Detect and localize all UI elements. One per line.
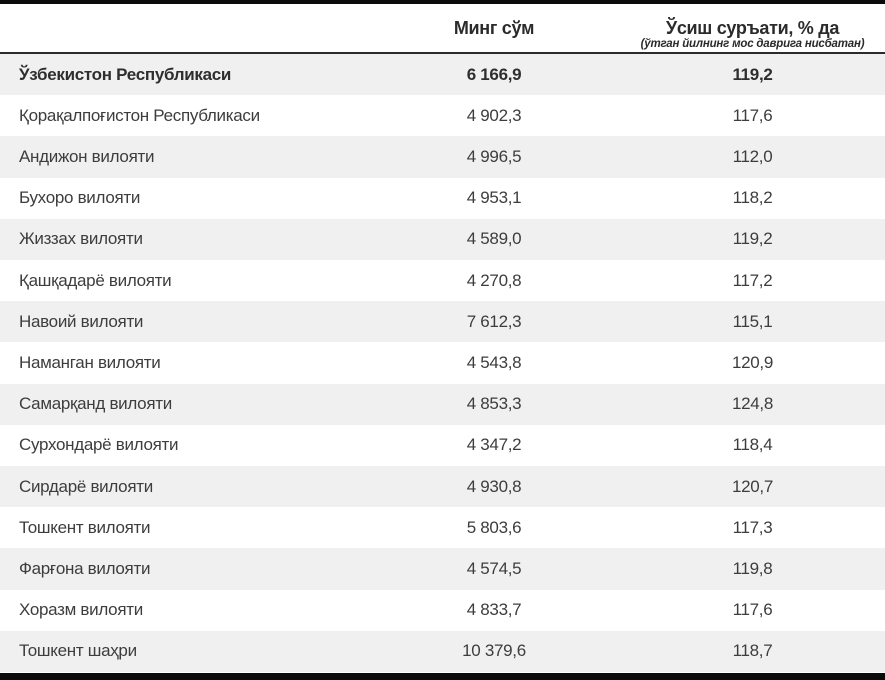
growth-value: 120,7	[731, 476, 774, 496]
table-row-total: Ўзбекистон Республикаси 6 166,9 119,2	[0, 54, 885, 96]
growth-value: 119,2	[732, 64, 773, 84]
growth-value: 117,3	[732, 517, 773, 537]
header-amount-label: Минг сўм	[453, 18, 535, 38]
table-row: Андижон вилояти 4 996,5 112,0	[0, 136, 885, 178]
region-name: Тошкент шаҳри	[19, 641, 137, 661]
table-row: Сурхондарё вилояти 4 347,2 118,4	[0, 424, 885, 467]
table-row: Самарқанд вилояти 4 853,3 124,8	[0, 383, 885, 425]
region-name: Қашқадарё вилояти	[19, 270, 172, 290]
table-header: Минг сўм Ўсиш суръати, % да (ўтган йилни…	[0, 4, 885, 52]
amount-value: 4 902,3	[466, 105, 522, 125]
region-name: Ўзбекистон Республикаси	[19, 64, 232, 84]
growth-value: 119,2	[732, 229, 773, 249]
growth-value: 118,4	[732, 435, 773, 455]
amount-value: 4 574,5	[466, 559, 522, 579]
growth-value: 119,8	[732, 559, 773, 579]
amount-value: 4 853,3	[466, 394, 522, 414]
top-frame-bar	[0, 0, 885, 4]
amount-value: 4 833,7	[466, 600, 522, 620]
table-row: Жиззах вилояти 4 589,0 119,2	[0, 218, 885, 261]
growth-value: 118,7	[732, 641, 773, 661]
growth-value: 120,9	[731, 353, 774, 373]
region-name: Сурхондарё вилояти	[19, 435, 179, 455]
growth-value: 117,6	[732, 105, 773, 125]
table-row: Хоразм вилояти 4 833,7 117,6	[0, 589, 885, 631]
amount-value: 4 930,8	[466, 476, 522, 496]
region-name: Жиззах вилояти	[19, 229, 143, 249]
growth-value: 115,1	[732, 311, 773, 331]
growth-value: 112,0	[732, 147, 773, 166]
table-row: Қашқадарё вилояти 4 270,8 117,2	[0, 260, 885, 302]
table-row: Қорақалпоғистон Республикаси 4 902,3 117…	[0, 95, 885, 137]
header-growth-column: Ўсиш суръати, % да (ўтган йилнинг мос да…	[620, 4, 885, 52]
amount-value: 6 166,9	[466, 64, 522, 84]
region-name: Бухоро вилояти	[19, 188, 141, 208]
amount-value: 10 379,6	[462, 641, 526, 661]
table-row: Наманган вилояти 4 543,8 120,9	[0, 342, 885, 384]
table-row: Навоий вилояти 7 612,3 115,1	[0, 301, 885, 343]
region-name: Хоразм вилояти	[19, 600, 143, 620]
region-name: Фарғона вилояти	[19, 559, 151, 579]
amount-value: 4 347,2	[466, 435, 522, 455]
table-row: Фарғона вилояти 4 574,5 119,8	[0, 548, 885, 590]
growth-value: 117,2	[732, 270, 773, 290]
header-amount-column: Минг сўм	[368, 4, 620, 52]
region-name: Қорақалпоғистон Республикаси	[19, 105, 260, 125]
bottom-frame-bar	[0, 673, 885, 680]
table-row: Тошкент шаҳри 10 379,6 118,7	[0, 630, 885, 673]
table-row: Бухоро вилояти 4 953,1 118,2	[0, 177, 885, 219]
header-separator	[0, 52, 885, 54]
table-row: Тошкент вилояти 5 803,6 117,3	[0, 507, 885, 549]
amount-value: 4 953,1	[466, 188, 522, 208]
amount-value: 7 612,3	[466, 311, 522, 331]
header-growth-sublabel: (ўтган йилнинг мос даврига нисбатан)	[640, 38, 865, 50]
region-name: Самарқанд вилояти	[19, 394, 172, 414]
table-row: Сирдарё вилояти 4 930,8 120,7	[0, 466, 885, 508]
amount-value: 4 270,8	[466, 270, 522, 290]
region-name: Тошкент вилояти	[19, 517, 151, 537]
table-body: Ўзбекистон Республикаси 6 166,9 119,2 Қо…	[0, 54, 885, 673]
amount-value: 4 543,8	[466, 353, 522, 373]
region-name: Наманган вилояти	[19, 353, 161, 373]
growth-value: 117,6	[732, 600, 773, 620]
amount-value: 5 803,6	[466, 517, 522, 537]
header-region-column	[0, 4, 368, 52]
amount-value: 4 589,0	[466, 229, 522, 249]
region-name: Навоий вилояти	[19, 311, 144, 331]
growth-value: 118,2	[732, 188, 773, 208]
growth-value: 124,8	[731, 394, 774, 414]
region-name: Сирдарё вилояти	[19, 476, 153, 496]
amount-value: 4 996,5	[466, 147, 522, 166]
region-name: Андижон вилояти	[19, 147, 155, 166]
header-growth-label: Ўсиш суръати, % да	[665, 18, 840, 38]
